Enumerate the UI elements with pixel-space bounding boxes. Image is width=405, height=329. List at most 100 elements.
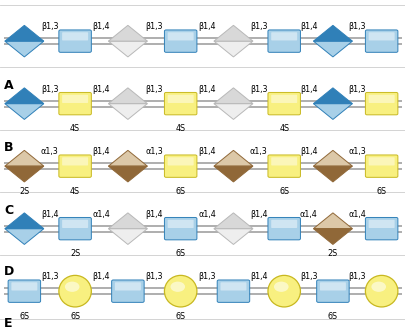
- Text: 4S: 4S: [175, 124, 185, 133]
- Text: 6S: 6S: [19, 312, 29, 320]
- Text: α1,3: α1,3: [249, 147, 267, 156]
- Text: 2S: 2S: [19, 187, 30, 195]
- FancyBboxPatch shape: [364, 92, 397, 115]
- Polygon shape: [213, 213, 252, 229]
- FancyBboxPatch shape: [62, 157, 88, 165]
- FancyBboxPatch shape: [368, 95, 394, 103]
- FancyBboxPatch shape: [115, 282, 141, 291]
- Text: β1,3: β1,3: [249, 85, 267, 94]
- FancyBboxPatch shape: [59, 155, 91, 177]
- Text: β1,4: β1,4: [92, 22, 110, 31]
- Polygon shape: [213, 25, 252, 41]
- Polygon shape: [108, 25, 147, 41]
- Polygon shape: [108, 104, 147, 119]
- Text: β1,4: β1,4: [145, 210, 163, 219]
- Ellipse shape: [371, 282, 385, 292]
- FancyBboxPatch shape: [267, 217, 300, 240]
- Ellipse shape: [59, 275, 91, 307]
- Text: 6S: 6S: [70, 312, 80, 320]
- Polygon shape: [213, 88, 252, 104]
- FancyBboxPatch shape: [364, 155, 397, 177]
- Text: 6S: 6S: [175, 249, 185, 258]
- Polygon shape: [108, 41, 147, 57]
- Polygon shape: [313, 88, 352, 104]
- Text: β1,4: β1,4: [92, 272, 110, 281]
- Polygon shape: [313, 229, 352, 244]
- Text: β1,4: β1,4: [299, 85, 317, 94]
- Text: 2S: 2S: [70, 249, 80, 258]
- Ellipse shape: [164, 275, 196, 307]
- Text: β1,4: β1,4: [41, 210, 58, 219]
- Text: 4S: 4S: [70, 187, 80, 195]
- FancyBboxPatch shape: [368, 32, 394, 40]
- Polygon shape: [313, 104, 352, 119]
- Text: β1,3: β1,3: [299, 272, 317, 281]
- Text: β1,3: β1,3: [145, 272, 163, 281]
- FancyBboxPatch shape: [164, 30, 196, 52]
- FancyBboxPatch shape: [167, 220, 193, 228]
- FancyBboxPatch shape: [267, 155, 300, 177]
- Polygon shape: [313, 25, 352, 41]
- Text: β1,4: β1,4: [299, 22, 317, 31]
- FancyBboxPatch shape: [368, 157, 394, 165]
- Polygon shape: [5, 213, 44, 229]
- Polygon shape: [213, 104, 252, 119]
- Text: β1,3: β1,3: [249, 22, 267, 31]
- Text: β1,3: β1,3: [198, 272, 215, 281]
- Ellipse shape: [170, 282, 185, 292]
- Ellipse shape: [364, 275, 397, 307]
- FancyBboxPatch shape: [271, 32, 296, 40]
- Text: 6S: 6S: [175, 187, 185, 195]
- Text: 4S: 4S: [279, 124, 288, 133]
- Polygon shape: [5, 229, 44, 244]
- Text: β1,4: β1,4: [249, 210, 267, 219]
- Polygon shape: [5, 104, 44, 119]
- Polygon shape: [108, 88, 147, 104]
- Text: β1,3: β1,3: [41, 22, 58, 31]
- FancyBboxPatch shape: [267, 30, 300, 52]
- FancyBboxPatch shape: [271, 157, 296, 165]
- FancyBboxPatch shape: [368, 220, 394, 228]
- Text: 2S: 2S: [327, 249, 337, 258]
- FancyBboxPatch shape: [167, 95, 193, 103]
- FancyBboxPatch shape: [111, 280, 144, 302]
- Text: α1,4: α1,4: [92, 210, 110, 219]
- FancyBboxPatch shape: [62, 32, 88, 40]
- Text: β1,3: β1,3: [41, 85, 58, 94]
- Text: β1,4: β1,4: [198, 22, 215, 31]
- Polygon shape: [108, 150, 147, 166]
- Text: β1,3: β1,3: [41, 272, 58, 281]
- FancyBboxPatch shape: [217, 280, 249, 302]
- Text: α1,4: α1,4: [198, 210, 215, 219]
- Text: α1,3: α1,3: [145, 147, 163, 156]
- Text: β1,4: β1,4: [92, 85, 110, 94]
- FancyBboxPatch shape: [62, 95, 88, 103]
- Text: β1,3: β1,3: [145, 22, 163, 31]
- FancyBboxPatch shape: [271, 220, 296, 228]
- Text: α1,4: α1,4: [299, 210, 317, 219]
- Text: C: C: [4, 204, 13, 217]
- Text: 6S: 6S: [376, 187, 386, 195]
- Text: α1,4: α1,4: [347, 210, 365, 219]
- Polygon shape: [5, 88, 44, 104]
- Polygon shape: [213, 166, 252, 182]
- FancyBboxPatch shape: [59, 92, 91, 115]
- FancyBboxPatch shape: [364, 217, 397, 240]
- Polygon shape: [313, 41, 352, 57]
- Polygon shape: [5, 150, 44, 166]
- Polygon shape: [213, 41, 252, 57]
- FancyBboxPatch shape: [164, 155, 196, 177]
- Text: β1,4: β1,4: [92, 147, 110, 156]
- FancyBboxPatch shape: [316, 280, 348, 302]
- FancyBboxPatch shape: [319, 282, 345, 291]
- Text: 6S: 6S: [279, 187, 288, 195]
- FancyBboxPatch shape: [167, 157, 193, 165]
- Text: β1,4: β1,4: [249, 272, 267, 281]
- Text: β1,4: β1,4: [198, 85, 215, 94]
- FancyBboxPatch shape: [167, 32, 193, 40]
- Ellipse shape: [65, 282, 79, 292]
- Polygon shape: [5, 166, 44, 182]
- Polygon shape: [313, 213, 352, 229]
- Text: β1,4: β1,4: [299, 147, 317, 156]
- Text: 6S: 6S: [175, 312, 185, 320]
